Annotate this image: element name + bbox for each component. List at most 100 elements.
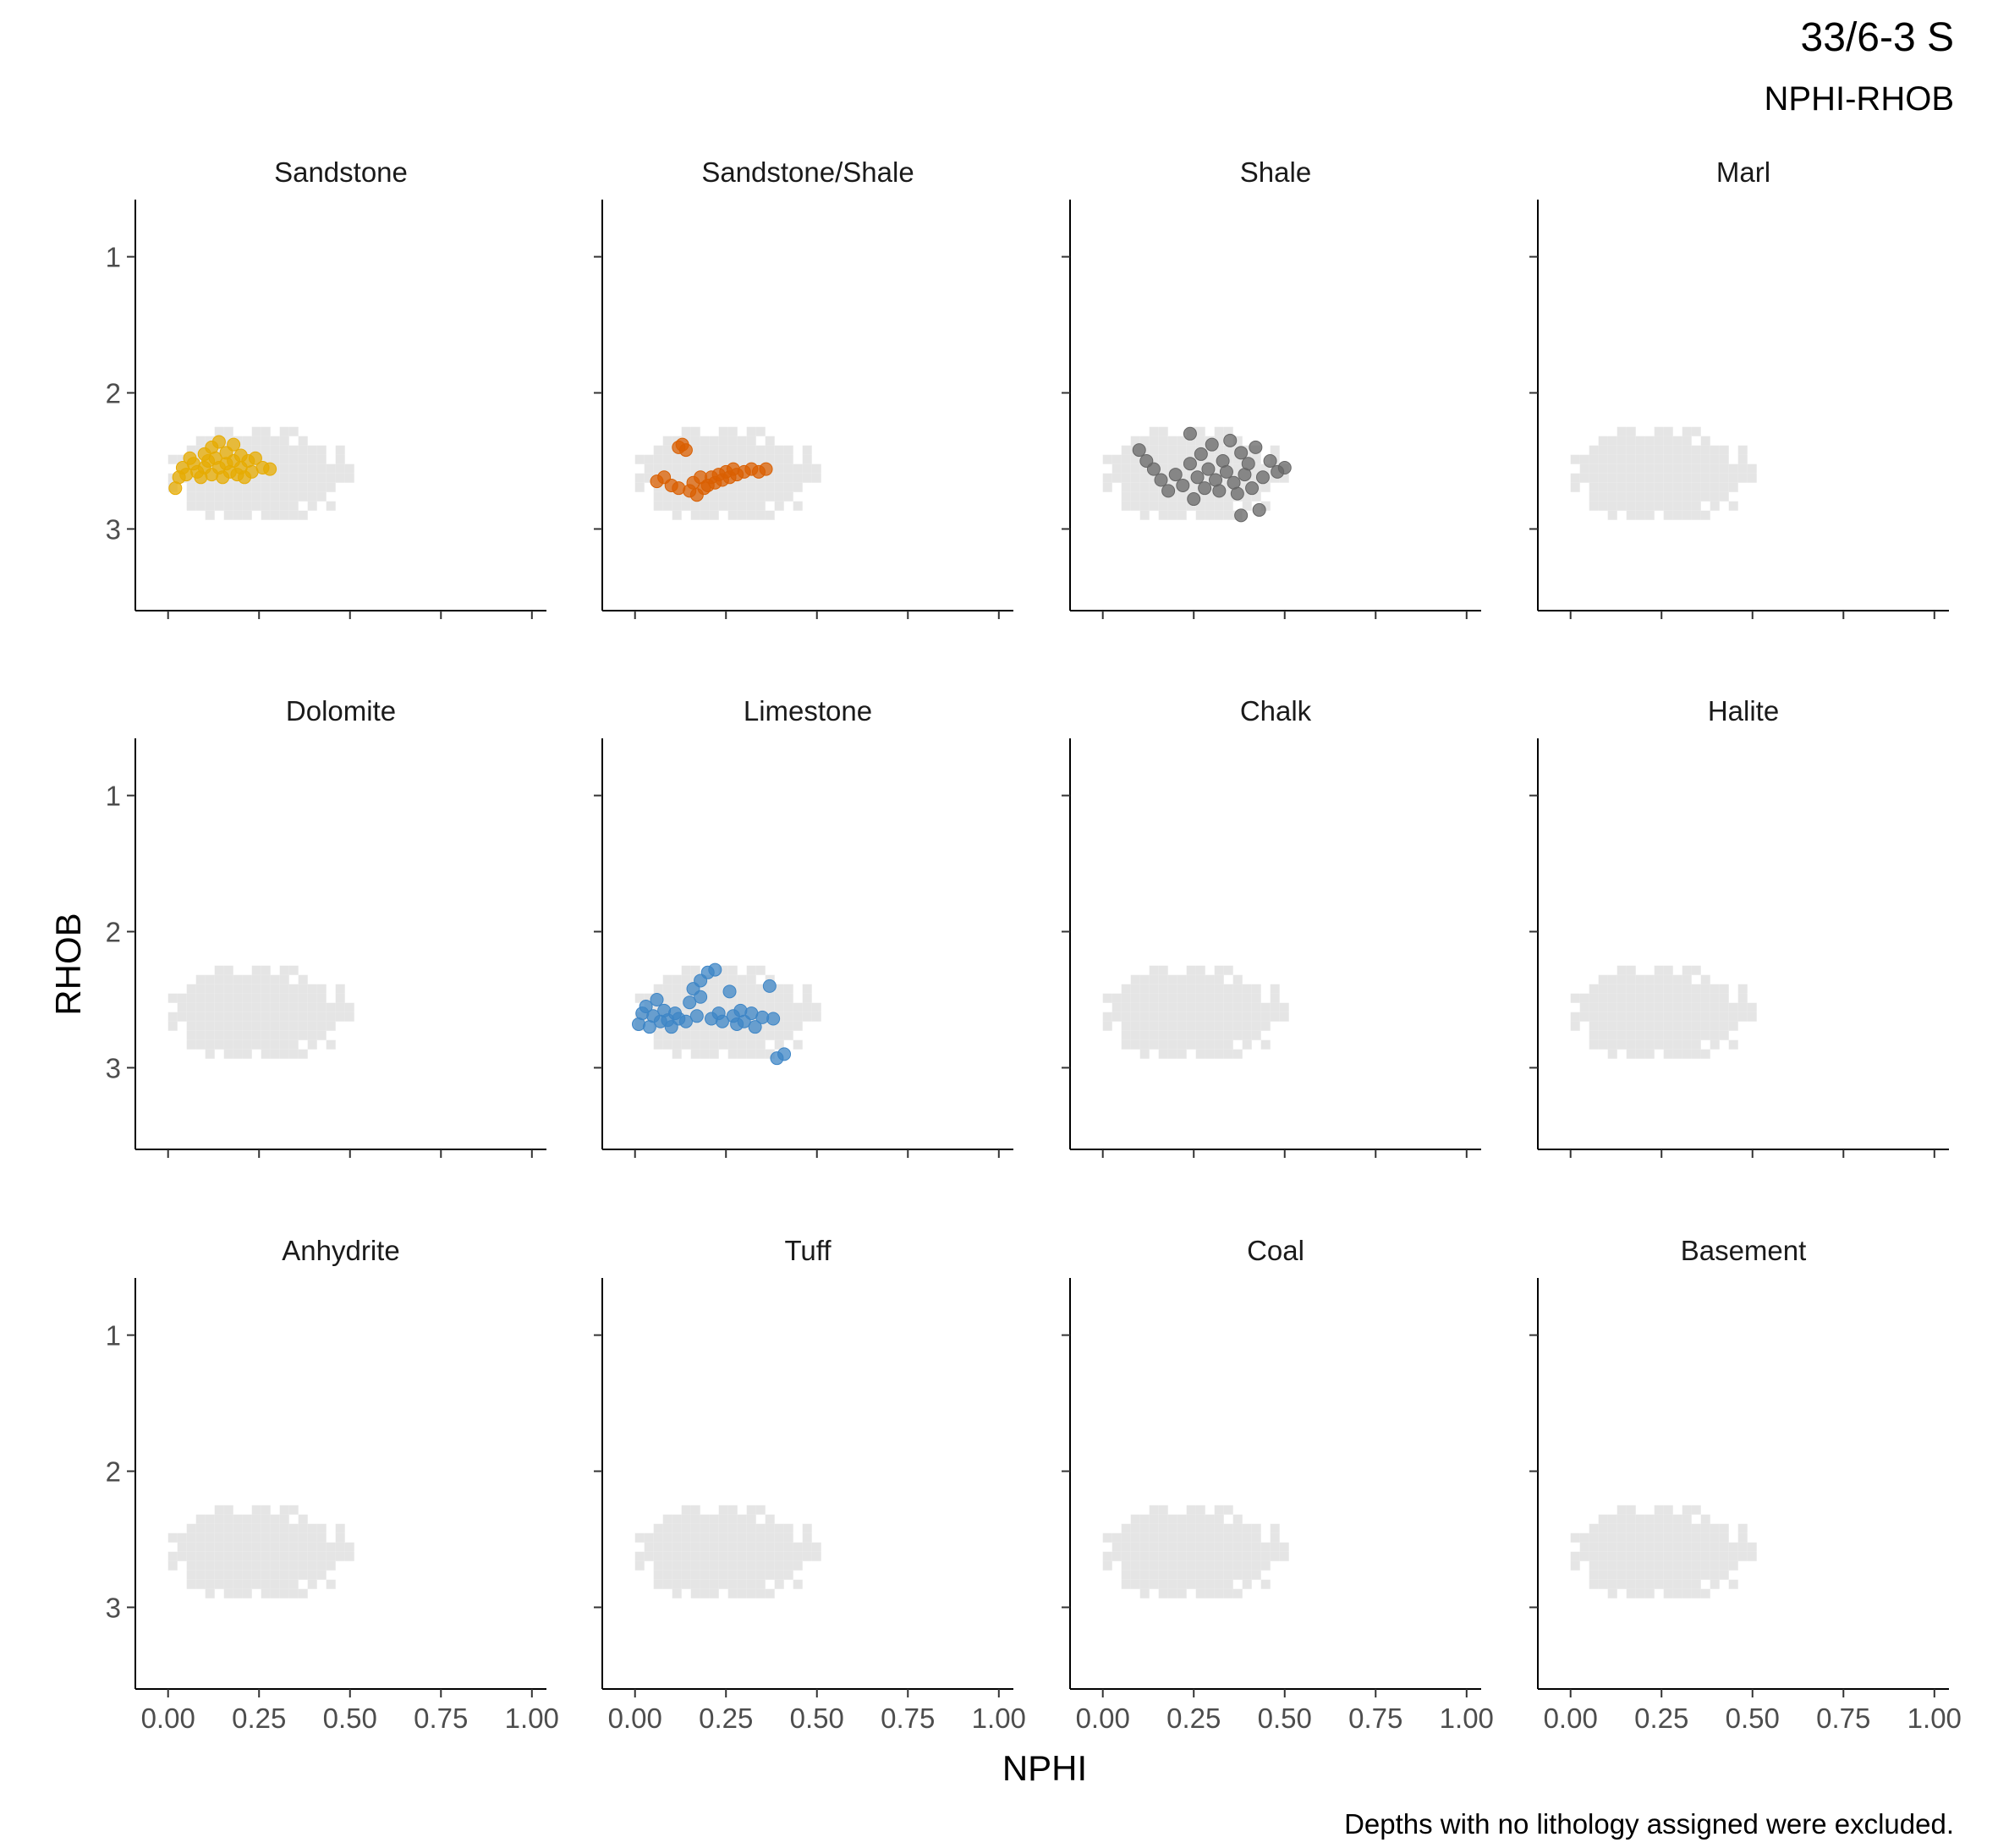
background-cell [1186, 1542, 1196, 1552]
background-cell [195, 501, 206, 511]
background-cell [1570, 454, 1580, 464]
background-cell [1728, 1579, 1738, 1589]
background-cell [307, 1021, 317, 1031]
background-cell [662, 491, 672, 502]
data-point [689, 1009, 704, 1023]
background-cell [1672, 445, 1682, 455]
x-tick-label: 0.50 [1726, 1703, 1780, 1734]
background-cell [672, 1560, 682, 1571]
background-cell [774, 1579, 784, 1589]
background-cell [288, 984, 299, 994]
background-cell [1654, 1542, 1664, 1552]
background-cell [242, 984, 252, 994]
background-cell [1672, 510, 1682, 520]
background-cell [1719, 1523, 1729, 1533]
background-cell [1710, 1551, 1720, 1561]
background-cell [1607, 1049, 1617, 1059]
background-cell [279, 436, 289, 446]
background-cell [690, 501, 700, 511]
background-cell [1635, 445, 1645, 455]
background-cell [690, 1533, 700, 1543]
background-cell [261, 1533, 271, 1543]
background-cell [1223, 1570, 1233, 1580]
background-cell [1710, 445, 1720, 455]
background-cell [1663, 445, 1673, 455]
background-cell [765, 1514, 775, 1524]
background-cell [223, 426, 233, 436]
panel-title: Anhydrite [282, 1235, 399, 1266]
background-cloud [1570, 426, 1757, 520]
background-cell [1654, 1523, 1664, 1533]
background-cell [1635, 1560, 1645, 1571]
background-cell [653, 1523, 663, 1533]
background-cell [1232, 984, 1243, 994]
data-point [708, 962, 722, 977]
background-cell [335, 463, 345, 474]
background-cell [1130, 1560, 1140, 1571]
background-cell [1112, 1002, 1122, 1012]
background-cell [1270, 984, 1280, 994]
background-cell [1214, 1039, 1224, 1050]
background-cell [298, 974, 308, 984]
background-cell [1195, 1030, 1205, 1040]
background-cell [1223, 1551, 1233, 1561]
background-cell [774, 491, 784, 502]
background-cell [1589, 1030, 1599, 1040]
background-cell [1617, 426, 1627, 436]
background-cell [1205, 974, 1215, 984]
background-cell [718, 436, 728, 446]
data-point [1132, 443, 1146, 458]
background-cell [1607, 454, 1617, 464]
background-cell [662, 1570, 672, 1580]
background-cell [765, 1030, 775, 1040]
background-cell [1589, 1579, 1599, 1589]
background-cell [727, 436, 738, 446]
background-cell [737, 984, 747, 994]
background-cell [195, 993, 206, 1003]
background-cell [251, 1523, 261, 1533]
background-cell [1139, 491, 1150, 502]
background-cell [1260, 1012, 1271, 1022]
background-cell [737, 445, 747, 455]
background-cell [242, 1560, 252, 1571]
background-cell [335, 1542, 345, 1552]
panel-title: Shale [1240, 156, 1311, 188]
background-cell [1682, 482, 1692, 492]
background-cell [1177, 1039, 1187, 1050]
background-cell [307, 463, 317, 474]
background-cell [316, 463, 327, 474]
background-cell [1747, 1542, 1757, 1552]
background-cell [1589, 463, 1599, 474]
data-point [1194, 447, 1208, 461]
background-cell [1251, 1021, 1261, 1031]
background-cell [279, 993, 289, 1003]
background-cell [1167, 1560, 1177, 1571]
background-cell [1570, 1560, 1580, 1571]
background-cell [233, 482, 243, 492]
background-cell [316, 482, 327, 492]
background-cell [1158, 1560, 1168, 1571]
background-cell [1158, 463, 1168, 474]
background-cell [1130, 1514, 1140, 1524]
background-cell [1158, 1551, 1168, 1561]
y-tick-label: 2 [106, 1456, 121, 1488]
background-cell [195, 1039, 206, 1050]
background-cell [662, 454, 672, 464]
background-cell [1186, 1551, 1196, 1561]
background-cell [223, 965, 233, 975]
background-cell [1663, 1514, 1673, 1524]
background-cell [1579, 1002, 1589, 1012]
background-cell [802, 1542, 812, 1552]
background-cell [307, 491, 317, 502]
background-cell [1682, 501, 1692, 511]
background-cell [1635, 1570, 1645, 1580]
background-cell [718, 1002, 728, 1012]
background-cell [307, 501, 317, 511]
background-cell [1102, 454, 1112, 464]
background-cell [1149, 984, 1159, 994]
background-cell [316, 1533, 327, 1543]
background-cell [1232, 1021, 1243, 1031]
background-cell [1635, 993, 1645, 1003]
background-cell [1214, 1542, 1224, 1552]
background-cell [279, 463, 289, 474]
